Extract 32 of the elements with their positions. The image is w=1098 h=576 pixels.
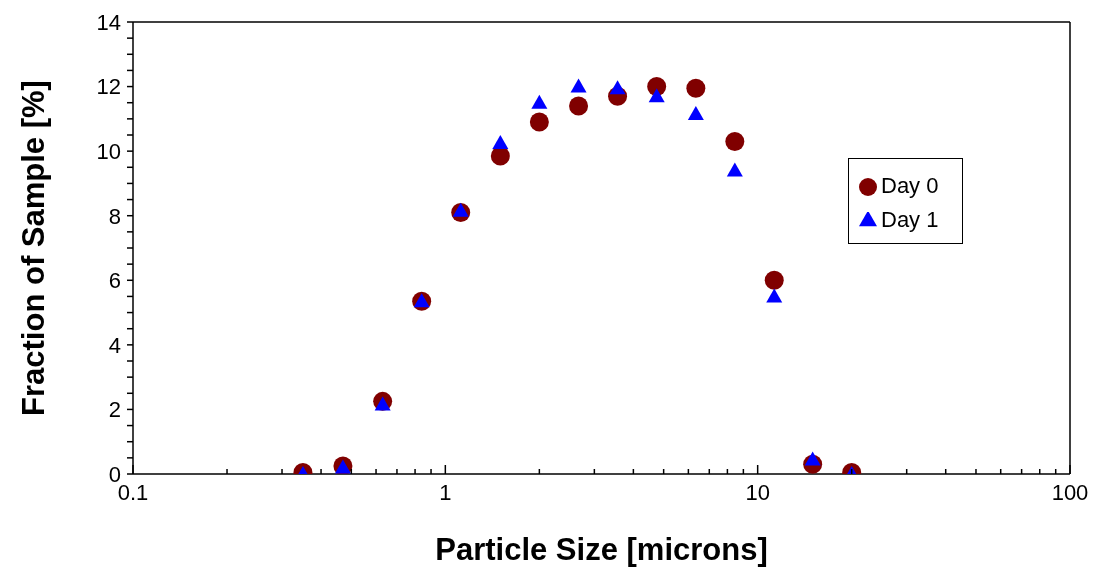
- y-tick-label: 0: [108, 461, 121, 487]
- x-axis-title: Particle Size [microns]: [435, 532, 768, 567]
- point: [725, 131, 745, 151]
- point: [490, 146, 510, 166]
- point: [686, 78, 706, 98]
- point: [570, 78, 587, 93]
- y-tick-label: 6: [108, 268, 121, 294]
- legend-label: Day 1: [881, 207, 939, 232]
- x-tick-label: 100: [1051, 480, 1089, 505]
- point: [452, 202, 469, 217]
- point: [374, 396, 391, 411]
- point: [531, 94, 548, 109]
- y-tick-label: 10: [96, 138, 121, 164]
- y-axis-title: Fraction of Sample [%]: [16, 80, 52, 416]
- point: [687, 106, 704, 121]
- point: [609, 80, 626, 95]
- point: [492, 135, 509, 150]
- point: [569, 96, 589, 116]
- y-tick-label: 8: [108, 203, 121, 229]
- legend-label: Day 0: [881, 173, 939, 198]
- y-tick-label: 14: [96, 9, 121, 35]
- point: [764, 270, 784, 290]
- y-tick-label: 4: [108, 332, 121, 358]
- point: [726, 162, 743, 177]
- point: [648, 88, 665, 103]
- x-tick-label: 1: [439, 480, 452, 505]
- point: [529, 112, 549, 132]
- point: [766, 288, 783, 303]
- y-tick-label: 2: [108, 397, 121, 423]
- y-tick-label: 12: [96, 74, 121, 100]
- x-tick-label: 10: [745, 480, 770, 505]
- point: [804, 451, 821, 466]
